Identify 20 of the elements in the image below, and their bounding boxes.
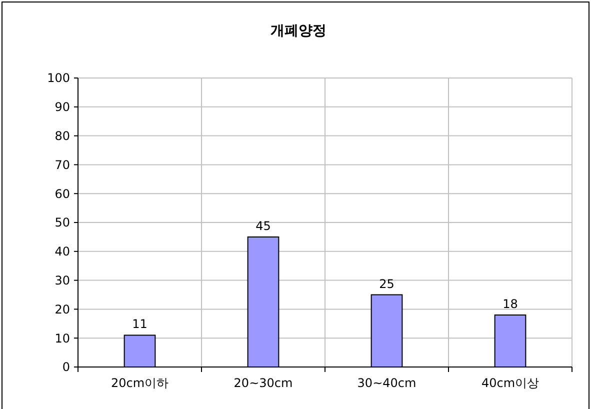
y-tick-label: 0 — [62, 360, 70, 374]
y-tick-label: 100 — [47, 71, 70, 86]
y-tick-label: 30 — [54, 274, 70, 288]
x-tick-label: 20~30cm — [234, 376, 293, 390]
y-tick-label: 10 — [54, 331, 70, 346]
y-tick-label: 20 — [54, 302, 70, 316]
y-tick-label: 80 — [54, 129, 70, 143]
y-tick-label: 90 — [54, 100, 70, 114]
y-tick-label: 70 — [54, 158, 70, 172]
y-tick-label: 40 — [54, 244, 70, 259]
x-tick-label: 20cm이하 — [110, 376, 169, 390]
data-label: 18 — [502, 296, 518, 311]
data-label: 45 — [256, 218, 271, 233]
data-label: 25 — [379, 276, 394, 291]
chart-title: 개폐양정 — [270, 23, 326, 39]
y-tick-label: 50 — [54, 216, 70, 230]
x-tick-label: 30~40cm — [357, 376, 416, 390]
x-tick-label: 40cm이상 — [481, 376, 540, 390]
data-label: 11 — [132, 317, 148, 332]
y-tick-label: 60 — [54, 186, 70, 201]
